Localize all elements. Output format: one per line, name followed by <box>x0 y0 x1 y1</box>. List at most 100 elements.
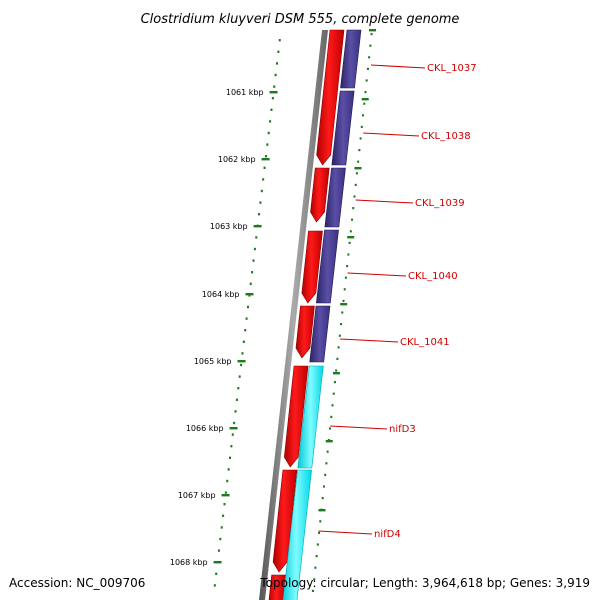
gene-label-leader <box>370 64 426 69</box>
strand-dot <box>354 183 357 186</box>
strand-dot <box>318 531 321 534</box>
strand-dot <box>316 543 319 546</box>
strand-dot <box>319 520 322 523</box>
ruler-dot <box>246 305 249 309</box>
ruler-tick <box>261 158 270 161</box>
reverse-gene-block[interactable] <box>340 29 362 89</box>
strand-dot <box>315 555 318 558</box>
forward-gene-arrow[interactable] <box>283 365 309 468</box>
gene-label[interactable]: CKL_1039 <box>415 198 465 209</box>
ruler-dot <box>237 387 240 390</box>
strand-dot <box>341 311 344 314</box>
gene-label-leader <box>355 199 414 204</box>
strand-dot <box>342 299 345 302</box>
strand-tick <box>354 167 362 170</box>
forward-gene-arrow[interactable] <box>301 230 323 304</box>
strand-dot <box>343 288 346 291</box>
ruler-dot <box>252 259 255 262</box>
topology-text: Topology: circular; Length: 3,964,618 bp… <box>259 576 590 590</box>
gene-label-leader <box>347 272 407 277</box>
ruler-tick-label: 1066 kbp <box>186 424 224 433</box>
ruler-dot <box>222 514 225 517</box>
ruler-dot <box>231 433 234 436</box>
reverse-gene-block[interactable] <box>309 305 331 363</box>
forward-gene-arrow[interactable] <box>310 167 330 223</box>
reverse-gene-block[interactable] <box>324 167 346 228</box>
strand-dot <box>326 450 329 453</box>
ruler-tick <box>229 427 238 430</box>
strand-dot <box>360 125 363 128</box>
ruler-dot <box>235 398 238 401</box>
ruler-tick-label: 1067 kbp <box>178 491 216 500</box>
reverse-gene-block[interactable] <box>316 229 339 304</box>
strand-dot <box>332 392 335 395</box>
ruler-dot <box>253 247 256 251</box>
gene-label[interactable]: CKL_1040 <box>408 271 458 282</box>
ruler-dot <box>226 479 229 483</box>
strand-dot <box>325 462 328 465</box>
accession-text: Accession: NC_009706 <box>9 576 145 590</box>
strand-dot <box>336 357 339 360</box>
strand-dot <box>366 67 369 70</box>
strand-dot <box>370 33 373 36</box>
strand-dot <box>344 276 347 279</box>
strand-dot <box>330 415 333 418</box>
ruler-dot <box>220 526 223 529</box>
gene-label[interactable]: CKL_1037 <box>427 63 477 74</box>
strand-dot <box>320 508 323 511</box>
ruler-dot <box>238 375 241 378</box>
ruler-dot <box>244 329 247 332</box>
ruler-dot <box>267 131 270 135</box>
ruler-dot <box>224 491 227 494</box>
gene-label[interactable]: CKL_1041 <box>400 337 450 348</box>
strand-dot <box>349 230 352 233</box>
strand-dot <box>351 218 354 221</box>
ruler-dot <box>242 340 245 343</box>
ruler-dot <box>274 73 277 77</box>
ruler-tick <box>237 360 246 363</box>
strand-dot <box>347 253 350 256</box>
strand-dot <box>369 44 372 47</box>
ruler-dot <box>230 445 233 448</box>
ruler-dot <box>227 468 230 471</box>
ruler-dot <box>223 503 226 506</box>
strand-tick <box>369 29 376 32</box>
gene-label[interactable]: nifD4 <box>374 529 401 540</box>
ruler-tick-label: 1065 kbp <box>194 357 232 366</box>
reverse-gene-block[interactable] <box>281 469 312 600</box>
strand-dot <box>346 265 349 268</box>
ruler-dot <box>213 584 216 587</box>
strand-dot <box>364 91 367 94</box>
reverse-gene-block[interactable] <box>331 90 355 166</box>
strand-dot <box>322 485 325 488</box>
strand-dot <box>355 172 358 175</box>
strand-dot <box>324 473 327 476</box>
ruler-dot <box>270 108 273 111</box>
strand-dot <box>335 369 338 372</box>
strand-dot <box>331 404 334 407</box>
gene-label[interactable]: CKL_1038 <box>421 131 471 142</box>
ruler-dot <box>233 421 236 425</box>
strand-dot <box>327 439 330 442</box>
ruler-dot <box>259 201 262 204</box>
ruler-dot <box>258 213 261 216</box>
ruler-tick-label: 1064 kbp <box>202 290 240 299</box>
gene-label[interactable]: nifD3 <box>389 424 416 435</box>
ruler-tick <box>213 561 222 564</box>
strand-dot <box>329 427 332 430</box>
ruler-dot <box>264 155 267 158</box>
ruler-dot <box>234 410 237 413</box>
reverse-gene-block[interactable] <box>297 365 324 469</box>
ruler-dot <box>217 549 220 552</box>
strand-dot <box>357 160 360 163</box>
forward-gene-arrow[interactable] <box>272 469 298 573</box>
forward-gene-arrow[interactable] <box>295 305 315 359</box>
forward-gene-arrow[interactable] <box>316 29 345 166</box>
strand-dot <box>314 566 317 569</box>
ruler-tick <box>269 91 278 94</box>
ruler-dot <box>219 537 222 541</box>
ruler-dot <box>249 282 252 285</box>
forward-gene-arrow[interactable] <box>268 574 287 600</box>
ruler-dot <box>273 85 276 88</box>
ruler-dot <box>271 97 274 100</box>
